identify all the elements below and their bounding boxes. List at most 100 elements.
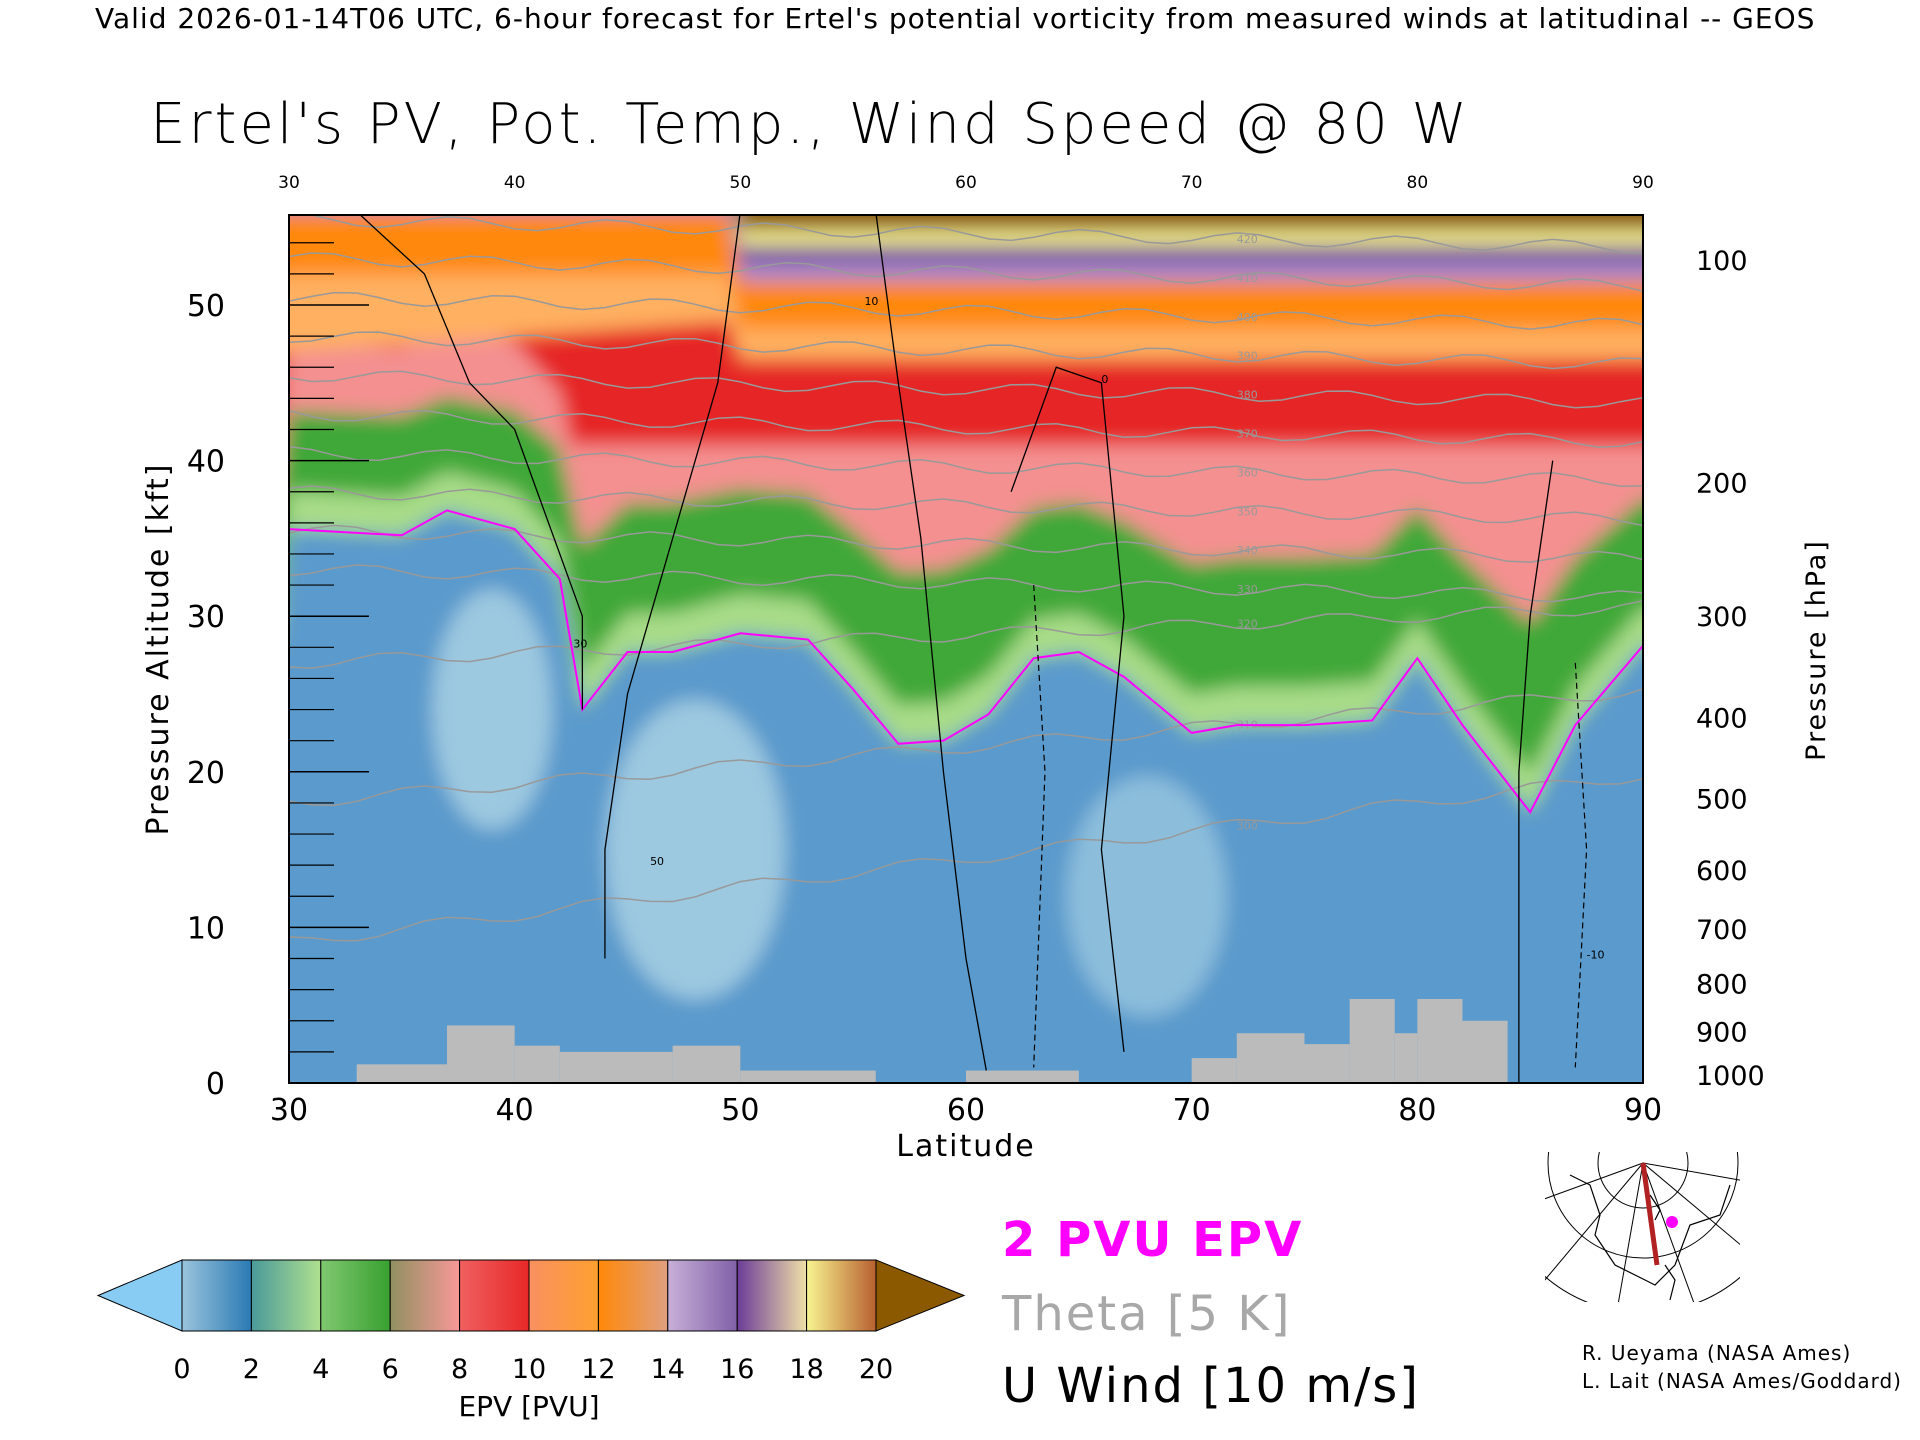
colorbar-segment (320, 1259, 391, 1332)
theta-label: 360 (1237, 466, 1258, 479)
colorbar-under-triangle (96, 1259, 183, 1332)
chart-title: Ertel's PV, Pot. Temp., Wind Speed @ 80 … (0, 92, 1920, 157)
terrain-block (1304, 1044, 1350, 1083)
epv-low-patch (1066, 776, 1227, 1017)
credit-1: R. Ueyama (NASA Ames) (1582, 1341, 1852, 1365)
wind-contour (1010, 366, 1125, 1052)
theta-contour (289, 370, 1643, 409)
theta-label: 410 (1237, 272, 1258, 285)
x-top-tick-label: 90 (1632, 173, 1654, 193)
header-caption: Valid 2026-01-14T06 UTC, 6-hour forecast… (95, 2, 1816, 35)
theta-contour (289, 291, 1643, 330)
colorbar-tick-label: 0 (173, 1354, 190, 1385)
x-tick-label: 90 (1624, 1093, 1662, 1128)
colorbar-tick-label: 2 (243, 1354, 260, 1385)
x-axis-label: Latitude (896, 1129, 1035, 1164)
x-top-tick-label: 70 (1181, 173, 1203, 193)
x-top-tick-label: 50 (730, 173, 752, 193)
wind-contour-label: 30 (573, 637, 587, 650)
wind-contour-negative (1033, 585, 1046, 1068)
wind-contour-negative (1574, 662, 1588, 1068)
colorbar-tick-label: 10 (512, 1354, 546, 1385)
theta-label: 370 (1237, 428, 1258, 441)
terrain-block (446, 1025, 515, 1083)
x-top-tick-label: 80 (1407, 173, 1429, 193)
meridian-line (1642, 1162, 1695, 1302)
x-tick-label: 40 (496, 1093, 534, 1128)
x-tick-label: 60 (947, 1093, 985, 1128)
colorbar-tick-label: 4 (312, 1354, 329, 1385)
locator-map (1545, 1152, 1740, 1302)
theta-label: 390 (1237, 350, 1258, 363)
terrain-block (740, 1070, 876, 1083)
wind-contour-label: 0 (1101, 373, 1108, 386)
cross-section-track (1640, 1162, 1660, 1266)
colorbar-tick-label: 18 (789, 1354, 823, 1385)
x-top-tick-label: 30 (278, 173, 300, 193)
theta-label: 380 (1237, 389, 1258, 402)
theta-contour (301, 215, 1643, 255)
colorbar-tick-label: 14 (651, 1354, 685, 1385)
location-marker (1666, 1216, 1678, 1228)
wind-contour (1518, 460, 1554, 1083)
y-right-tick-label: 1000 (1696, 1061, 1765, 1092)
coastline (1569, 1174, 1731, 1301)
y-right-tick-label: 300 (1696, 602, 1748, 633)
theta-contour (289, 778, 1643, 942)
colorbar-tick-label: 16 (720, 1354, 754, 1385)
y-right-tick-label: 600 (1696, 856, 1748, 887)
y-left-tick-label: 0 (206, 1067, 225, 1102)
legend-theta: Theta [5 K] (1002, 1286, 1292, 1342)
epv-low-patch (605, 699, 786, 1000)
theta-contour (289, 564, 1643, 603)
theta-contour (289, 688, 1643, 807)
y-right-axis-label: Pressure [hPa] (1801, 539, 1832, 761)
x-tick-label: 70 (1173, 1093, 1211, 1128)
y-left-tick-label: 20 (187, 756, 225, 791)
colorbar-segment (459, 1259, 530, 1332)
theta-contour (289, 331, 1643, 370)
colorbar-segment (181, 1259, 252, 1332)
colorbar-label: EPV [PVU] (458, 1390, 599, 1423)
latitude-circle (1597, 1152, 1689, 1209)
map-graticule (1545, 1152, 1740, 1302)
meridian-line (1642, 1162, 1740, 1181)
axes: 30 30 40 40 50 50 60 60 70 70 80 80 90 90 Latitude 0 10 2… (141, 173, 1832, 1164)
wind-contour-label: 50 (650, 855, 664, 868)
x-top-tick-label: 40 (504, 173, 526, 193)
epv-field (289, 215, 1643, 1083)
plot-frame (288, 214, 1644, 1084)
terrain-block (514, 1045, 560, 1083)
colorbar-over-triangle (875, 1259, 966, 1332)
theta-label: 400 (1237, 311, 1258, 324)
colorbar-segment (597, 1259, 669, 1332)
colorbar-tick-label: 12 (581, 1354, 615, 1385)
theta-label: 330 (1237, 583, 1258, 596)
colorbar: 0 2 4 6 8 10 12 14 16 18 20 EPV [PVU] (96, 1259, 966, 1423)
y-right-tick-label: 400 (1696, 703, 1748, 734)
wind-contour-label: -10 (1587, 949, 1605, 962)
pv-2pvu-contour (289, 509, 1643, 815)
colorbar-segment (389, 1259, 461, 1332)
legend-epv: 2 PVU EPV (1002, 1212, 1304, 1268)
y-right-tick-label: 200 (1696, 468, 1748, 499)
wind-contour (875, 215, 990, 1083)
meridian-line (1545, 1162, 1644, 1281)
theta-label: 300 (1237, 819, 1258, 832)
terrain-block (356, 1064, 447, 1083)
y-right-tick-label: 800 (1696, 969, 1748, 1000)
theta-contour (289, 445, 1643, 488)
terrain-block (1462, 1020, 1508, 1083)
colorbar-tick-label: 8 (451, 1354, 468, 1385)
terrain-block (1417, 998, 1463, 1083)
y-left-axis-label: Pressure Altitude [kft] (141, 463, 176, 836)
y-right-tick-label: 700 (1696, 915, 1748, 946)
y-left-tick-label: 30 (187, 600, 225, 635)
colorbar-tick-label: 20 (859, 1354, 893, 1385)
terrain-block (1236, 1033, 1305, 1083)
epv-low-patch (432, 589, 553, 830)
theta-contour (289, 524, 1643, 563)
theta-contour (289, 252, 1643, 292)
meridian-line (1617, 1162, 1644, 1302)
y-left-tick-label: 10 (187, 911, 225, 946)
